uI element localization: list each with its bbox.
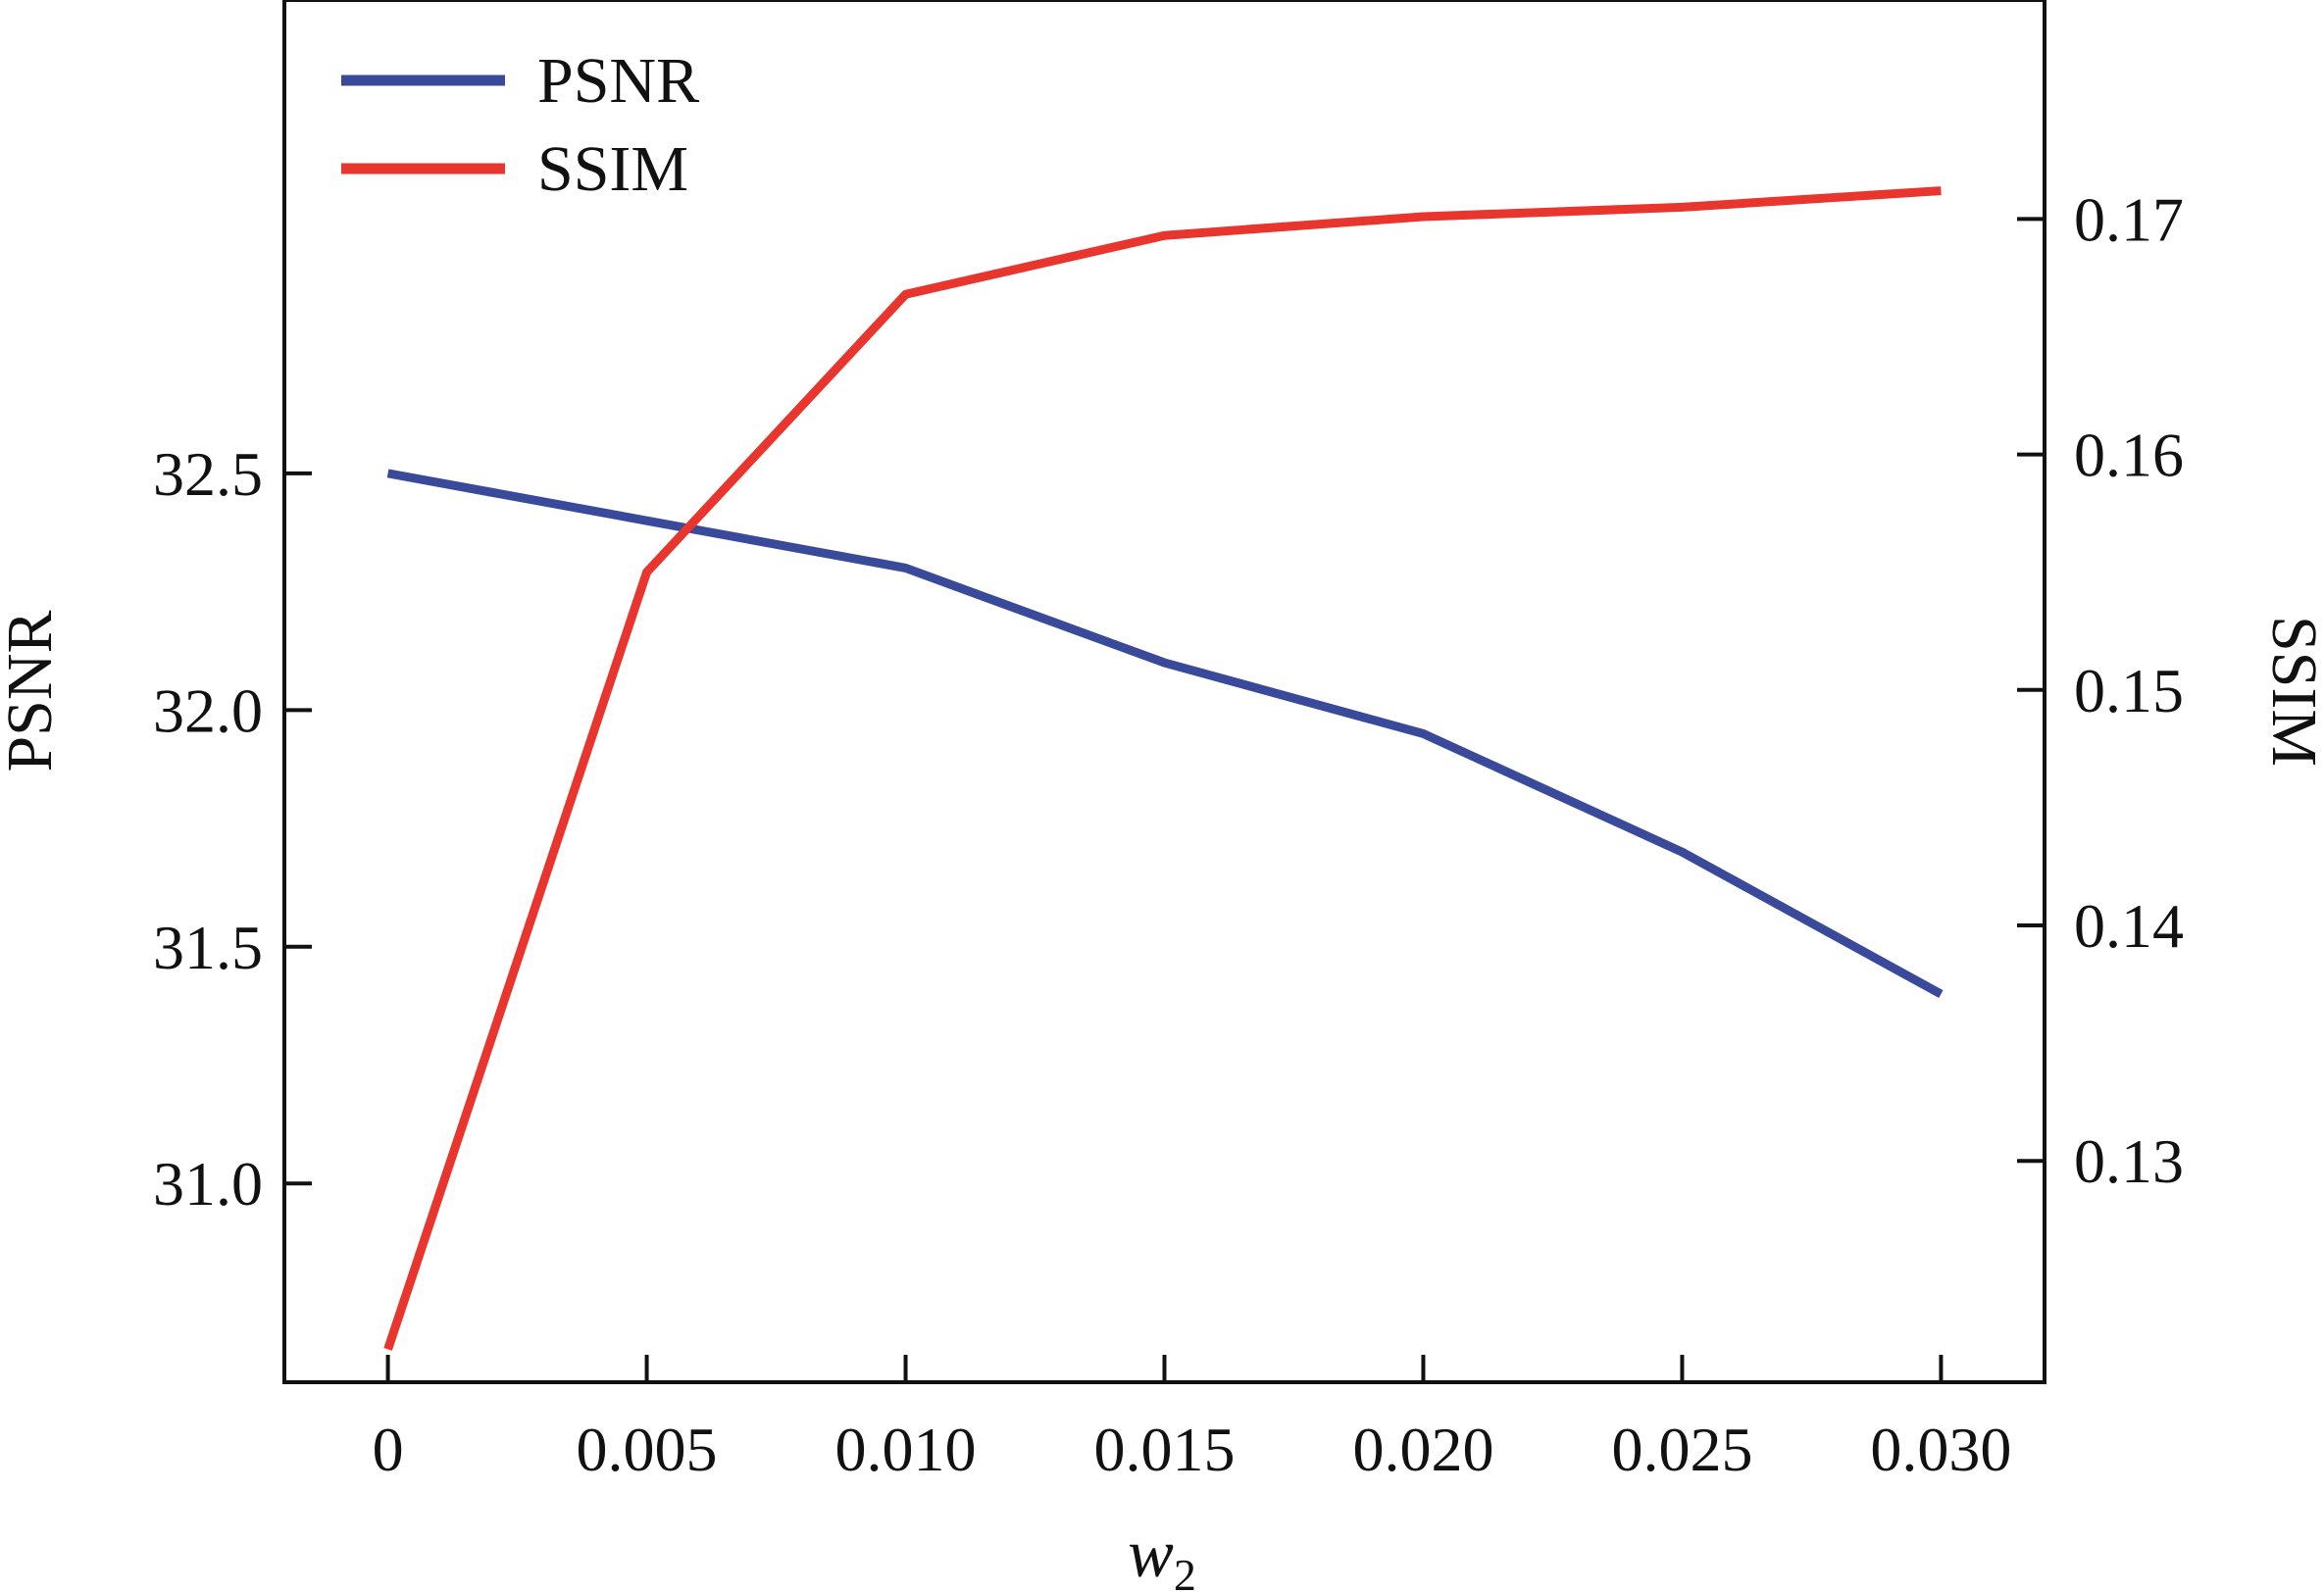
right-y-tick-label: 0.15	[2074, 656, 2184, 725]
right-y-tick-label: 0.16	[2074, 421, 2184, 490]
left-axis-title: PSNR	[0, 610, 66, 772]
right-y-tick-label: 0.14	[2074, 891, 2184, 961]
x-tick-label: 0	[373, 1415, 404, 1484]
left-y-tick-label: 31.0	[153, 1149, 263, 1219]
legend-label-psnr: PSNR	[537, 45, 699, 117]
x-axis: 0 0.005 0.010 0.015 0.020 0.025 0.030	[373, 1355, 2011, 1484]
x-tick-label: 0.010	[835, 1415, 977, 1484]
right-y-tick-label: 0.13	[2074, 1126, 2184, 1196]
series-layer	[383, 186, 1944, 1351]
x-tick-label: 0.020	[1352, 1415, 1493, 1484]
right-y-tick-label: 0.17	[2074, 184, 2184, 254]
x-tick-label: 0.015	[1094, 1415, 1236, 1484]
series-line-psnr	[386, 469, 1944, 998]
left-y-tick-label: 31.5	[153, 913, 263, 982]
left-y-axis: 31.0 31.5 32.0 32.5	[153, 439, 312, 1219]
series-line-ssim	[383, 186, 1942, 1351]
x-axis-title: w2	[1128, 1517, 1196, 1593]
right-axis-title: SSIM	[2258, 616, 2324, 767]
left-y-tick-label: 32.5	[153, 439, 263, 509]
right-y-axis: 0.13 0.14 0.15 0.16 0.17	[2017, 184, 2184, 1196]
left-y-tick-label: 32.0	[153, 675, 263, 745]
legend-label-ssim: SSIM	[537, 133, 688, 205]
plot-frame	[282, 0, 2046, 1384]
legend: PSNR SSIM	[341, 45, 699, 205]
x-tick-label: 0.030	[1870, 1415, 2011, 1484]
x-tick-label: 0.005	[577, 1415, 718, 1484]
x-tick-label: 0.025	[1611, 1415, 1752, 1484]
